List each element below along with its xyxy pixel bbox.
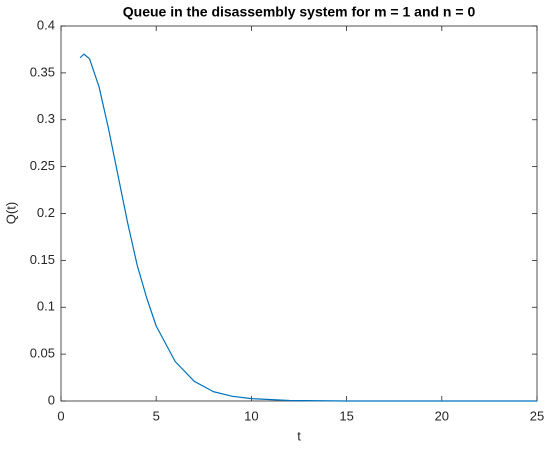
y-tick-label: 0.2	[37, 205, 55, 220]
data-line	[79, 53, 537, 402]
y-tick-label: 0.35	[30, 64, 55, 79]
y-tick-label: 0.25	[30, 158, 55, 173]
y-axis-label: Q(t)	[3, 202, 18, 224]
y-tick-label: 0.1	[37, 299, 55, 314]
x-tick-label: 10	[244, 408, 258, 423]
x-tick-label: 20	[435, 408, 449, 423]
y-tick-label: 0	[48, 392, 55, 407]
x-tick-label: 25	[530, 408, 544, 423]
x-axis-label: t	[297, 428, 301, 443]
x-tick-label: 15	[339, 408, 353, 423]
y-tick-label: 0.4	[37, 17, 55, 32]
y-tick-label: 0.15	[30, 252, 55, 267]
y-tick-label: 0.3	[37, 111, 55, 126]
x-tick-label: 5	[153, 408, 160, 423]
x-tick-label: 0	[57, 408, 64, 423]
y-tick-label: 0.05	[30, 346, 55, 361]
chart-title: Queue in the disassembly system for m = …	[123, 4, 476, 20]
axes-box	[60, 25, 538, 402]
